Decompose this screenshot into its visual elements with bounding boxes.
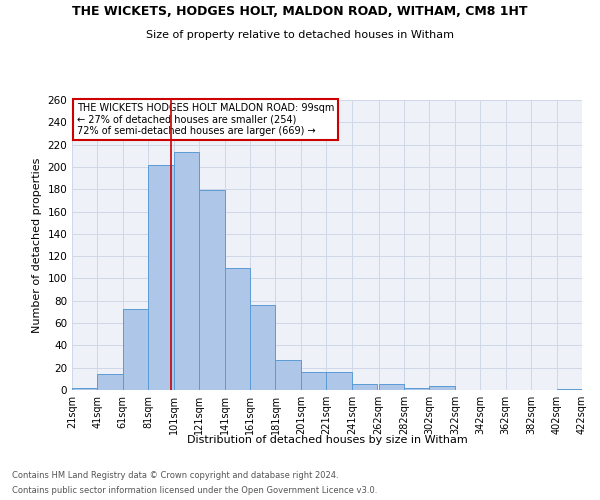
Bar: [123, 308, 148, 390]
Bar: [404, 388, 430, 390]
Text: Size of property relative to detached houses in Witham: Size of property relative to detached ho…: [146, 30, 454, 40]
Text: Contains HM Land Registry data © Crown copyright and database right 2024.: Contains HM Land Registry data © Crown c…: [12, 471, 338, 480]
Bar: [224, 268, 250, 390]
Bar: [301, 372, 326, 390]
Bar: [148, 164, 174, 390]
Text: THE WICKETS, HODGES HOLT, MALDON ROAD, WITHAM, CM8 1HT: THE WICKETS, HODGES HOLT, MALDON ROAD, W…: [72, 5, 528, 18]
Bar: [326, 372, 352, 390]
Bar: [97, 374, 123, 390]
Text: Contains public sector information licensed under the Open Government Licence v3: Contains public sector information licen…: [12, 486, 377, 495]
Bar: [379, 384, 404, 390]
Bar: [174, 152, 199, 390]
Text: Distribution of detached houses by size in Witham: Distribution of detached houses by size …: [187, 435, 467, 445]
Bar: [250, 305, 275, 390]
Bar: [352, 384, 377, 390]
Text: THE WICKETS HODGES HOLT MALDON ROAD: 99sqm
← 27% of detached houses are smaller : THE WICKETS HODGES HOLT MALDON ROAD: 99s…: [77, 103, 334, 136]
Bar: [199, 190, 224, 390]
Bar: [72, 388, 97, 390]
Bar: [430, 386, 455, 390]
Bar: [557, 389, 582, 390]
Y-axis label: Number of detached properties: Number of detached properties: [32, 158, 42, 332]
Bar: [275, 360, 301, 390]
